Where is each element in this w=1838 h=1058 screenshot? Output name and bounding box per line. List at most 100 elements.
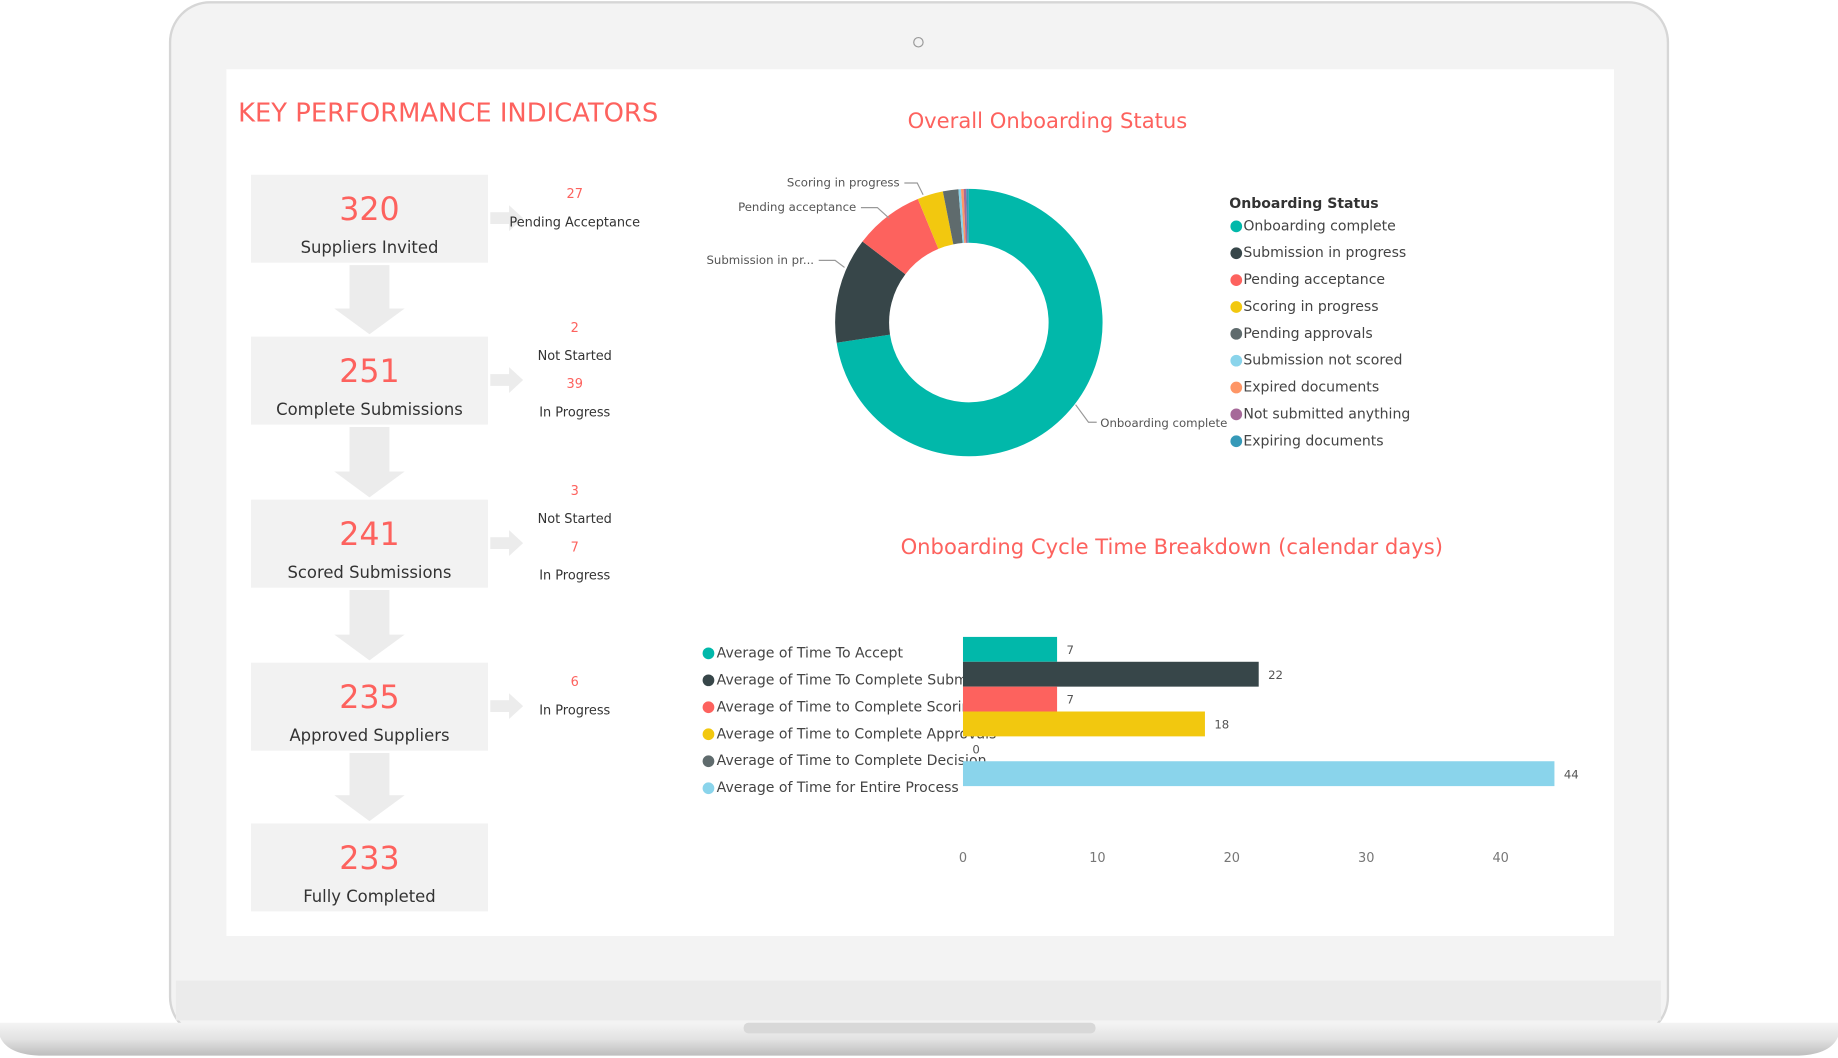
legend-label: Pending approvals: [1243, 326, 1372, 342]
down-arrow: [334, 753, 405, 822]
legend-label: Submission not scored: [1243, 353, 1402, 369]
x-tick-label: 30: [1358, 851, 1374, 866]
detail-value: 39: [567, 377, 583, 392]
x-tick-label: 10: [1089, 851, 1105, 866]
legend-label: Expiring documents: [1243, 433, 1383, 449]
legend-marker: [702, 728, 715, 741]
donut-slice: [963, 188, 968, 243]
bar-value-label: 18: [1214, 718, 1229, 732]
legend-marker: [702, 674, 715, 687]
bar: [962, 711, 1205, 737]
detail-label: Not Started: [538, 349, 612, 364]
bar-value-label: 0: [972, 742, 979, 756]
kpi-label: Approved Suppliers: [289, 726, 449, 745]
chart-title: Overall Onboarding Status: [908, 108, 1188, 133]
leader-line: [904, 182, 924, 195]
right-arrow: [490, 693, 524, 720]
legend-label: Average of Time to Complete Scoring: [717, 699, 980, 715]
kpi-value: 241: [339, 517, 399, 553]
kpi-box: [251, 662, 488, 751]
kpi-value: 235: [339, 680, 399, 716]
bar: [962, 761, 1555, 787]
donut-slice: [942, 189, 963, 245]
bar-value-label: 7: [1066, 693, 1073, 707]
leader-line: [860, 207, 890, 219]
detail-value: 2: [571, 321, 579, 336]
camera: [913, 36, 924, 48]
bar-value-label: 44: [1564, 767, 1579, 781]
bar-value-label: 22: [1268, 668, 1283, 682]
detail-label: In Progress: [539, 568, 610, 583]
kpi-label: Complete Submissions: [276, 400, 463, 419]
legend-marker: [1230, 435, 1243, 448]
detail-value: 3: [571, 484, 579, 499]
legend-marker: [1230, 327, 1243, 340]
donut-slice: [836, 188, 1103, 457]
legend-marker: [1230, 247, 1243, 260]
right-arrow: [490, 205, 524, 232]
bar: [962, 636, 1058, 662]
kpi-value: 233: [339, 841, 399, 877]
legend-label: Submission in progress: [1243, 245, 1406, 261]
detail-label: Not Started: [538, 512, 612, 527]
kpi-title: KEY PERFORMANCE INDICATORS: [238, 98, 658, 128]
charts: Overall Onboarding Status Onboarding comp…: [702, 108, 1579, 866]
legend-marker: [1230, 274, 1243, 286]
kpi-box: [251, 174, 488, 263]
legend-label: Average of Time for Entire Process: [717, 780, 959, 796]
legend-label: Average of Time to Complete Decision: [717, 753, 987, 769]
legend-label: Onboarding complete: [1243, 218, 1395, 234]
bar-value-label: 7: [1066, 643, 1073, 657]
legend-marker: [702, 755, 715, 768]
kpi-label: Scored Submissions: [287, 563, 451, 582]
donut-slice: [835, 241, 906, 343]
slice-label: Submission in pr...: [706, 253, 814, 267]
chart-title: Onboarding Cycle Time Breakdown (calenda…: [901, 534, 1443, 559]
donut-slice: [966, 188, 969, 243]
detail-label: Pending Acceptance: [509, 215, 640, 230]
kpi-box: [251, 823, 488, 912]
slice-label: Onboarding complete: [1100, 416, 1227, 430]
donut-slice: [958, 189, 965, 244]
legend-label: Expired documents: [1243, 380, 1379, 396]
down-arrow: [334, 426, 405, 498]
base-notch: [743, 1022, 1096, 1034]
legend-label: Not submitted anything: [1243, 406, 1410, 422]
donut-slice: [862, 198, 939, 275]
bar: [962, 661, 1259, 687]
slice-label: Scoring in progress: [787, 175, 900, 189]
kpi-value: 320: [339, 192, 399, 228]
legend-marker: [702, 782, 715, 795]
legend-marker: [702, 647, 715, 660]
detail-value: 7: [571, 540, 579, 555]
leader-line: [1075, 404, 1097, 423]
down-arrow: [334, 589, 405, 661]
x-tick-label: 40: [1492, 851, 1508, 866]
legend-title: Onboarding Status: [1229, 196, 1378, 212]
legend-label: Scoring in progress: [1243, 299, 1378, 315]
legend-label: Average of Time To Complete Submission: [717, 672, 1008, 688]
right-arrow: [490, 367, 524, 393]
legend-marker: [1230, 381, 1243, 394]
legend-label: Average of Time to Complete Approvals: [717, 726, 997, 742]
kpi-value: 251: [339, 354, 399, 390]
legend-marker: [1230, 408, 1243, 421]
kpi-label: Fully Completed: [303, 887, 435, 906]
detail-label: In Progress: [539, 405, 610, 420]
legend-label: Average of Time To Accept: [717, 645, 904, 661]
donut-slice: [917, 191, 954, 249]
detail-value: 27: [567, 187, 583, 202]
legend-label: Pending acceptance: [1243, 272, 1385, 288]
laptop-base: [0, 1022, 1838, 1056]
donut-slice: [961, 188, 966, 243]
x-tick-label: 20: [1224, 851, 1240, 866]
bezel: [175, 980, 1661, 1021]
legend-marker: [1230, 220, 1243, 233]
leader-line: [818, 259, 845, 268]
right-arrow: [490, 530, 524, 556]
kpi-label: Suppliers Invited: [301, 238, 439, 257]
detail-label: In Progress: [539, 703, 610, 718]
legend-marker: [1230, 301, 1243, 313]
